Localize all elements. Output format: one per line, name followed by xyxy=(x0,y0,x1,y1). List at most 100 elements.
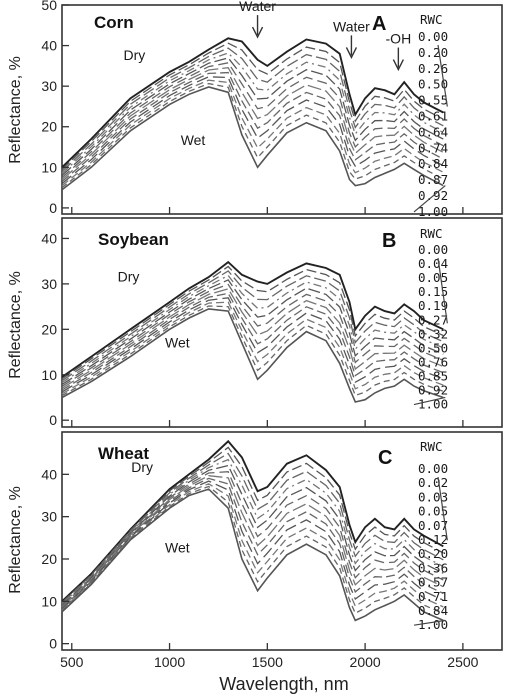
x-axis-label: Wavelength, nm xyxy=(219,674,348,694)
series-line-wheat-rwc-1.00 xyxy=(61,488,444,622)
rwc-legend-title-corn: RWC xyxy=(420,12,443,27)
series-line-soybean-rwc-0.85 xyxy=(61,301,444,395)
rwc-arrow-top-wheat xyxy=(437,476,448,541)
rwc-arrow-top-soybean xyxy=(437,257,448,324)
y-tick-label-soybean-20: 20 xyxy=(41,321,57,337)
rwc-legend-entry-soybean-2: 0.05 xyxy=(418,270,448,285)
y-tick-label-wheat-30: 30 xyxy=(41,509,57,525)
rwc-legend-entry-wheat-1: 0.02 xyxy=(418,475,448,490)
y-tick-label-corn-40: 40 xyxy=(41,38,57,54)
rwc-arrow-top-corn xyxy=(437,44,448,107)
x-tick-label-1000: 1000 xyxy=(154,654,185,670)
series-line-soybean-rwc-1.00 xyxy=(61,308,444,403)
series-line-corn-rwc-0.87 xyxy=(61,79,444,187)
annotation-wheat-dry-0: Dry xyxy=(131,459,153,475)
rwc-legend-entry-soybean-0: 0.00 xyxy=(418,242,448,257)
rwc-legend-entry-corn-3: 0.50 xyxy=(418,77,448,92)
rwc-legend-entry-corn-5: 0.61 xyxy=(418,109,448,124)
rwc-legend-entry-corn-1: 0.20 xyxy=(418,45,448,60)
rwc-legend-entry-soybean-7: 0.50 xyxy=(418,340,448,355)
rwc-legend-entry-wheat-3: 0.05 xyxy=(418,504,448,519)
series-line-soybean-rwc-0.15 xyxy=(61,274,444,384)
series-line-wheat-rwc-0.84 xyxy=(61,485,444,615)
x-tick-label-2000: 2000 xyxy=(350,654,381,670)
rwc-arrow-bottom-wheat xyxy=(413,619,446,626)
series-line-wheat-rwc-0.03 xyxy=(61,452,444,604)
rwc-legend-entry-wheat-5: 0.12 xyxy=(418,532,448,547)
y-ticks-wheat: 0 10 20 30 40 xyxy=(41,466,69,652)
series-line-corn-rwc-1.00 xyxy=(61,86,444,191)
rwc-legend-entry-wheat-8: 0.57 xyxy=(418,575,448,590)
y-tick-label-corn-50: 50 xyxy=(41,0,57,13)
panel-wheat: 0 10 20 30 40 500 1000 1500 2000 2500 Wheat C Dr… xyxy=(7,431,503,694)
rwc-legend-entry-wheat-10: 0.84 xyxy=(418,603,448,618)
annotation-corn-wet-4: Wet xyxy=(181,132,206,148)
annotations-wheat: Dry Wet xyxy=(131,459,190,555)
annotation-arrow-head-0 xyxy=(251,26,264,39)
rwc-arrow-bottom-soybean xyxy=(413,396,446,406)
series-line-corn-rwc-0.55 xyxy=(61,57,444,176)
rwc-legend-entry-corn-7: 0.74 xyxy=(418,140,448,155)
rwc-legend-entry-wheat-9: 0.71 xyxy=(418,589,448,604)
rwc-legend-soybean: RWC0.000.040.050.150.190.270.320.500.760… xyxy=(413,226,448,412)
rwc-legend-entry-corn-8: 0.84 xyxy=(418,156,448,171)
series-line-corn-rwc-0.74 xyxy=(61,71,444,182)
plot-frame-soybean xyxy=(61,217,503,428)
rwc-legend-entry-soybean-8: 0.76 xyxy=(418,354,448,369)
series-line-corn-rwc-0.20 xyxy=(61,42,444,170)
series-line-wheat-rwc-0.12 xyxy=(61,471,444,607)
series-group-wheat xyxy=(61,439,444,622)
series-line-soybean-rwc-0.04 xyxy=(61,265,444,380)
panel-title-soybean: Soybean xyxy=(98,230,169,249)
series-line-corn-rwc-0.92 xyxy=(61,82,444,189)
y-ticks-soybean: 0 10 20 30 40 xyxy=(41,230,69,428)
plot-frame-corn xyxy=(61,4,503,215)
y-tick-label-wheat-0: 0 xyxy=(49,636,57,652)
y-tick-label-wheat-40: 40 xyxy=(41,466,57,482)
rwc-legend-entry-wheat-6: 0.20 xyxy=(418,546,448,561)
annotation-soybean-wet-1: Wet xyxy=(165,334,190,350)
rwc-arrow-bottom-corn xyxy=(413,185,446,213)
rwc-legend-entry-soybean-4: 0.19 xyxy=(418,298,448,313)
series-line-corn-rwc-0.00 xyxy=(61,37,444,168)
series-line-soybean-rwc-0.92 xyxy=(61,305,444,397)
annotations-corn: Water Water -OH Dry Wet xyxy=(123,0,411,148)
x-ticks-wheat: 500 1000 1500 2000 2500 xyxy=(60,643,479,670)
rwc-legend-entry-corn-11: 1.00 xyxy=(418,204,448,219)
annotation-corn-water-0: Water xyxy=(239,0,276,14)
series-line-wheat-rwc-0.07 xyxy=(61,464,444,606)
annotation-corn-oh-2: -OH xyxy=(386,31,412,47)
y-axis-label-wheat: Reflectance, % xyxy=(7,486,24,594)
annotations-soybean: Dry Wet xyxy=(118,269,190,351)
panel-letter-a: A xyxy=(372,13,386,35)
series-line-wheat-rwc-0.20 xyxy=(61,475,444,608)
rwc-legend-entry-soybean-1: 0.04 xyxy=(418,256,448,271)
rwc-legend-entry-soybean-10: 0.92 xyxy=(418,383,448,398)
rwc-legend-title-wheat: RWC xyxy=(420,439,443,454)
y-tick-label-corn-30: 30 xyxy=(41,78,57,94)
x-tick-label-2500: 2500 xyxy=(447,654,478,670)
series-line-wheat-rwc-0.02 xyxy=(61,446,444,603)
series-line-soybean-rwc-0.19 xyxy=(61,279,444,386)
series-line-corn-rwc-0.26 xyxy=(61,47,444,172)
series-group-corn xyxy=(61,37,464,214)
panel-title-wheat: Wheat xyxy=(98,444,149,463)
y-axis-label-soybean: Reflectance, % xyxy=(7,271,24,379)
rwc-legend-entry-wheat-11: 1.00 xyxy=(418,617,448,632)
rwc-legend-entry-soybean-11: 1.00 xyxy=(418,397,448,412)
annotation-arrow-head-2 xyxy=(392,59,404,72)
panel-title-corn: Corn xyxy=(94,13,134,32)
series-line-soybean-rwc-0.05 xyxy=(61,270,444,382)
series-line-soybean-rwc-0.50 xyxy=(61,292,444,391)
series-line-soybean-rwc-0.27 xyxy=(61,283,444,387)
series-line-corn-rwc-0.61 xyxy=(61,62,444,178)
annotation-wheat-wet-1: Wet xyxy=(165,540,190,556)
series-line-wheat-rwc-0.57 xyxy=(61,480,444,610)
y-tick-label-corn-0: 0 xyxy=(49,200,57,216)
annotation-corn-dry-3: Dry xyxy=(123,47,145,63)
rwc-legend-entry-soybean-9: 0.85 xyxy=(418,368,448,383)
panel-corn: 0 10 20 30 40 50 Corn A Water Water -OH Dry Wet R… xyxy=(7,0,503,219)
rwc-legend-entry-soybean-5: 0.27 xyxy=(418,312,448,327)
